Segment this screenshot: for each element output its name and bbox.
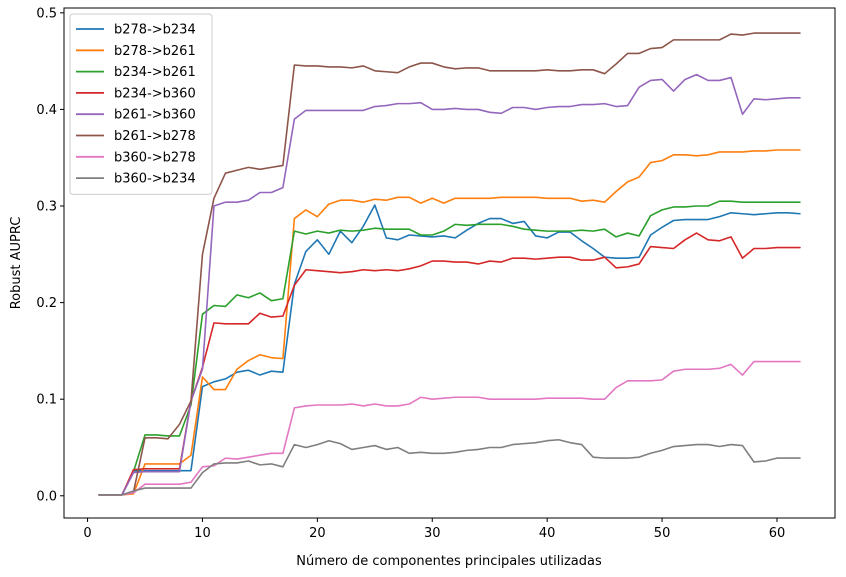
x-tick-label: 50 xyxy=(654,526,671,541)
y-tick-label: 0.4 xyxy=(36,103,57,118)
x-axis: 0 10 20 30 40 50 60 xyxy=(83,518,785,541)
series-line-b261-b278 xyxy=(98,32,801,496)
legend-label: b360->b278 xyxy=(114,150,196,165)
x-tick-label: 60 xyxy=(769,526,786,541)
y-axis: 0.0 0.1 0.2 0.3 0.4 0.5 xyxy=(36,6,64,504)
legend-label: b234->b261 xyxy=(114,65,196,80)
x-tick-label: 0 xyxy=(83,526,91,541)
y-tick-label: 0.1 xyxy=(36,393,57,408)
x-tick-label: 30 xyxy=(424,526,441,541)
y-tick-label: 0.3 xyxy=(36,200,57,215)
x-tick-label: 10 xyxy=(194,526,211,541)
series-line-b360-b234 xyxy=(98,438,801,496)
legend-label: b261->b360 xyxy=(114,108,196,123)
legend-label: b234->b360 xyxy=(114,86,196,101)
legend-label: b278->b261 xyxy=(114,44,196,59)
y-tick-label: 0.0 xyxy=(36,489,57,504)
y-tick-label: 0.5 xyxy=(36,6,57,21)
y-tick-label: 0.2 xyxy=(36,296,57,311)
series-layer xyxy=(98,32,801,496)
series-line-b278-b234 xyxy=(98,204,801,496)
plot-frame xyxy=(63,7,836,519)
x-axis-label: Número de componentes principales utiliz… xyxy=(296,554,602,569)
y-axis-label: Robust AUPRC xyxy=(9,217,24,310)
x-tick-label: 20 xyxy=(309,526,326,541)
legend-label: b360->b234 xyxy=(114,172,196,187)
series-line-b278-b261 xyxy=(98,149,801,496)
series-line-b360-b278 xyxy=(98,360,801,496)
series-line-b261-b360 xyxy=(98,73,801,496)
x-tick-label: 40 xyxy=(539,526,556,541)
legend-label: b261->b278 xyxy=(114,129,196,144)
series-line-b234-b261 xyxy=(98,200,801,496)
legend-label: b278->b234 xyxy=(114,23,196,38)
legend: b278->b234 b278->b261 b234->b261 b234->b360… xyxy=(69,13,213,195)
legend-box xyxy=(69,13,213,195)
series-line-b234-b360 xyxy=(98,232,801,496)
